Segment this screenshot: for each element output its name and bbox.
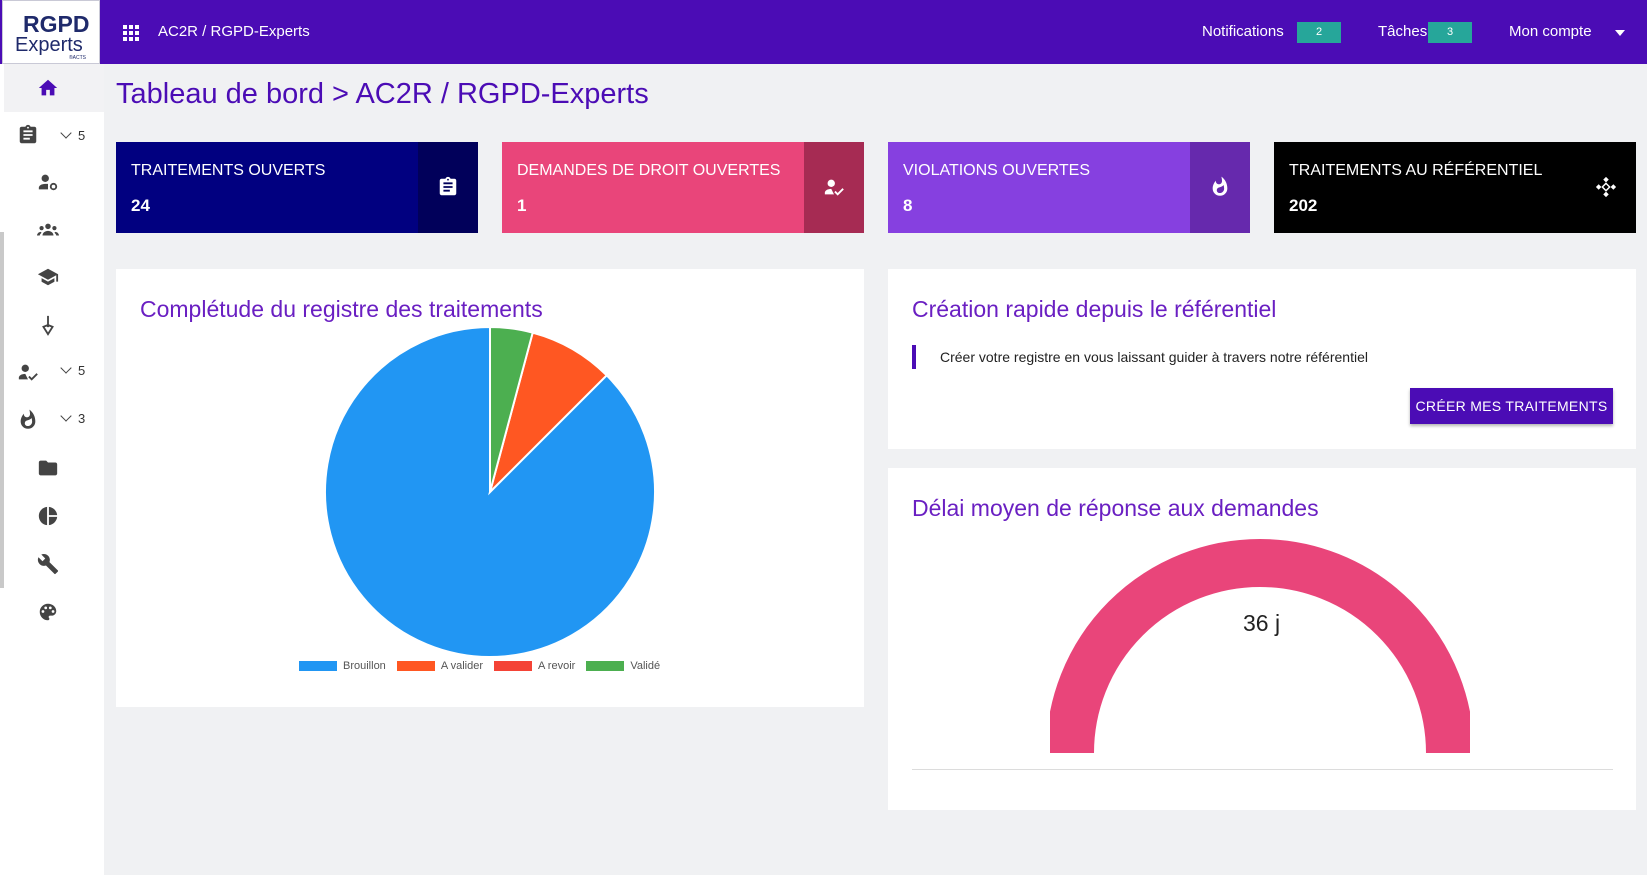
- legend-valide[interactable]: Validé: [630, 660, 661, 672]
- fire-icon[interactable]: [17, 409, 39, 431]
- pie-slice-validé[interactable]: [489, 325, 534, 493]
- stat-label: TRAITEMENTS OUVERTS: [131, 162, 326, 179]
- delai-title: Délai moyen de réponse aux demandes: [912, 495, 1319, 521]
- stat-label: DEMANDES DE DROIT OUVERTES: [517, 162, 781, 179]
- fire-icon: [1212, 176, 1228, 196]
- home-icon[interactable]: [37, 77, 59, 99]
- stat-value: 1: [517, 196, 527, 215]
- clipboard-icon[interactable]: [17, 124, 39, 146]
- stat-label: VIOLATIONS OUVERTES: [903, 162, 1091, 179]
- legend-a-valider[interactable]: A valider: [440, 660, 484, 672]
- folder-icon[interactable]: [37, 457, 59, 479]
- notifications-badge[interactable]: 2: [1297, 22, 1341, 43]
- user-check-icon[interactable]: [17, 361, 39, 383]
- quote-bar: [912, 345, 916, 369]
- logo-subtext: Experts: [15, 34, 83, 56]
- pie-slice-a-valider[interactable]: [488, 331, 609, 496]
- org-breadcrumb[interactable]: AC2R / RGPD-Experts: [158, 23, 310, 40]
- group-icon[interactable]: [37, 219, 59, 241]
- stat-icon-box: [418, 142, 478, 233]
- creation-title: Création rapide depuis le référentiel: [912, 296, 1277, 322]
- delai-panel: [888, 468, 1636, 810]
- stat-card-demandes[interactable]: DEMANDES DE DROIT OUVERTES 1: [502, 142, 864, 233]
- diamond-arrows-icon: [1595, 176, 1617, 198]
- pie-chart-icon[interactable]: [37, 505, 59, 527]
- app-logo[interactable]: RGPD Experts ®ACTS: [2, 0, 100, 64]
- stat-card-referentiel[interactable]: TRAITEMENTS AU RÉFÉRENTIEL 202: [1274, 142, 1636, 233]
- clipboard-icon: [439, 176, 457, 196]
- page-title: Tableau de bord > AC2R / RGPD-Experts: [116, 78, 649, 110]
- pie-slice-brouillon[interactable]: [324, 325, 656, 658]
- stat-value: 24: [131, 196, 150, 215]
- completude-title: Complétude du registre des traitements: [140, 296, 543, 322]
- stat-label: TRAITEMENTS AU RÉFÉRENTIEL: [1289, 162, 1543, 179]
- chevron-down-icon[interactable]: [60, 127, 72, 139]
- chevron-down-icon[interactable]: [60, 362, 72, 374]
- stat-value: 202: [1289, 196, 1318, 215]
- tasks-badge[interactable]: 3: [1428, 22, 1472, 43]
- user-check-icon: [824, 179, 844, 196]
- chevron-down-icon[interactable]: [60, 410, 72, 422]
- stat-card-violations[interactable]: VIOLATIONS OUVERTES 8: [888, 142, 1250, 233]
- gauge-arc: [1050, 539, 1470, 753]
- pen-nib-icon[interactable]: [37, 314, 59, 336]
- top-bar: RGPD Experts ®ACTS AC2R / RGPD-Experts N…: [0, 0, 1647, 64]
- pie-legend: Brouillon A valider A revoir Validé: [299, 660, 660, 672]
- sidebar-scrollbar[interactable]: [0, 232, 4, 588]
- legend-swatch: [586, 661, 625, 671]
- graduation-cap-icon[interactable]: [37, 266, 59, 288]
- legend-swatch: [299, 661, 337, 671]
- account-menu[interactable]: Mon compte: [1509, 23, 1592, 40]
- legend-swatch: [494, 661, 533, 671]
- stat-icon-box: [804, 142, 864, 233]
- legend-a-revoir[interactable]: A revoir: [538, 660, 576, 672]
- sidebar-count: 5: [78, 363, 86, 378]
- create-treatments-button[interactable]: CRÉER MES TRAITEMENTS: [1410, 388, 1613, 424]
- legend-brouillon[interactable]: Brouillon: [343, 660, 386, 672]
- notifications-link[interactable]: Notifications: [1202, 23, 1284, 40]
- sidebar-count: 5: [78, 128, 86, 143]
- wrench-icon[interactable]: [37, 553, 59, 575]
- stat-card-traitements[interactable]: TRAITEMENTS OUVERTS 24: [116, 142, 478, 233]
- stat-value: 8: [903, 196, 913, 215]
- user-settings-icon[interactable]: [37, 171, 59, 193]
- delai-gauge: [1050, 539, 1470, 753]
- sidebar: 5 5 3: [0, 64, 104, 875]
- legend-swatch: [396, 661, 435, 671]
- completude-pie-chart[interactable]: [320, 322, 660, 662]
- palette-icon[interactable]: [37, 601, 59, 623]
- chevron-down-icon[interactable]: [1615, 30, 1625, 36]
- tasks-link[interactable]: Tâches: [1378, 23, 1428, 40]
- stat-icon-box: [1576, 142, 1636, 233]
- creation-description: Créer votre registre en vous laissant gu…: [940, 349, 1368, 365]
- sidebar-count: 3: [78, 411, 86, 426]
- apps-grid-icon[interactable]: [123, 25, 139, 41]
- logo-text: RGPD: [23, 11, 90, 37]
- gauge-value: 36 j: [1243, 610, 1281, 636]
- stat-icon-box: [1190, 142, 1250, 233]
- logo-mark: ®ACTS: [69, 55, 87, 61]
- panel-divider: [912, 769, 1613, 770]
